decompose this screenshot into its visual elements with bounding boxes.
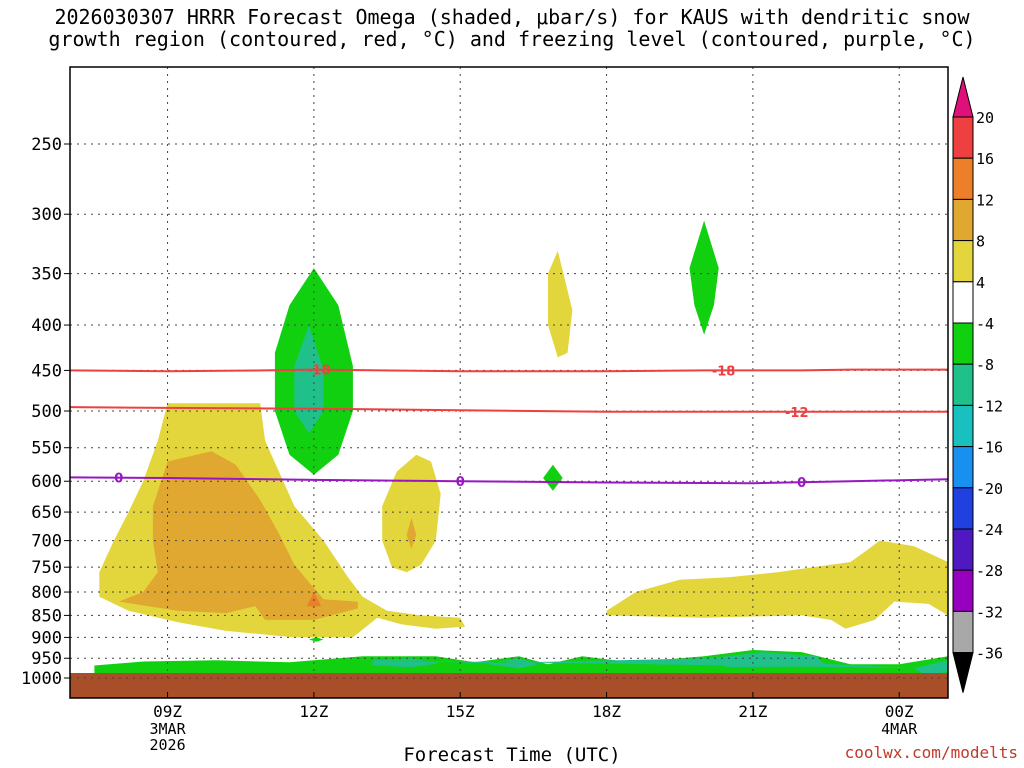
contour-freezing-level [70, 476, 948, 485]
contour-label-freezing-level-1: 0 [456, 475, 465, 490]
colorbar-label-3: 8 [976, 233, 985, 251]
watermark: coolwx.com/modelts [844, 743, 1018, 762]
omega-region-teal-descent-sfc [372, 652, 948, 675]
colorbar-bin-3 [952, 198, 974, 242]
plot-layer: -18 -18 -12 0 0 0 [70, 67, 948, 698]
colorbar-bin-top [952, 76, 974, 118]
x-tick-sublabel-09Z-1: 2026 [149, 736, 185, 754]
omega-region-yellow-cell-14z [382, 454, 441, 573]
colorbar-bin-8 [952, 404, 974, 448]
colorbar-label-8: -16 [976, 439, 1003, 457]
colorbar-label-9: -20 [976, 480, 1003, 498]
colorbar-bin-11 [952, 528, 974, 571]
x-tick-label-09Z: 09Z [153, 702, 182, 721]
y-tick-label-950: 950 [31, 649, 62, 669]
y-tick-label-350: 350 [31, 265, 62, 285]
colorbar-label-12: -32 [976, 603, 1003, 621]
chart-title: 2026030307 HRRR Forecast Omega (shaded, … [0, 6, 1024, 50]
omega-region-green-spot-12z-low [309, 637, 324, 642]
colorbar-bin-6 [952, 322, 974, 365]
contour-dgz-minus12 [70, 406, 948, 413]
colorbar-bin-13 [952, 610, 974, 654]
colorbar-label-13: -36 [976, 645, 1003, 663]
y-tick-label-300: 300 [31, 205, 62, 225]
chart-title-line2: growth region (contoured, red, °C) and f… [48, 27, 976, 51]
ground-surface [70, 673, 948, 698]
colorbar-bin-2 [952, 157, 974, 200]
y-tick-label-800: 800 [31, 583, 62, 603]
colorbar-label-1: 16 [976, 150, 994, 168]
colorbar-bin-1 [952, 116, 974, 159]
x-tick-label-21Z: 21Z [738, 702, 767, 721]
colorbar-label-7: -12 [976, 397, 1003, 415]
colorbar-bin-10 [952, 487, 974, 530]
omega-region-orange-ascent-core [118, 451, 358, 620]
y-tick-label-550: 550 [31, 439, 62, 459]
omega-region-green-cell-17z-mid [543, 464, 563, 491]
omega-region-teal-descent-12z [294, 325, 324, 434]
colorbar-label-6: -8 [976, 356, 994, 374]
y-tick-label-1000: 1000 [21, 669, 62, 689]
contour-label-dgz-minus18-0: -18 [307, 364, 331, 379]
y-tick-label-250: 250 [31, 135, 62, 155]
contour-label-freezing-level-2: 0 [797, 476, 806, 491]
colorbar-bin-bottom [952, 652, 974, 693]
x-tick-label-00Z: 00Z [885, 702, 914, 721]
colorbar-label-5: -4 [976, 315, 994, 333]
x-tick-label-12Z: 12Z [299, 702, 328, 721]
y-tick-label-700: 700 [31, 532, 62, 552]
colorbar-bin-4 [952, 240, 974, 283]
contour-label-dgz-minus18-1: -18 [712, 364, 736, 379]
contour-dgz-minus18 [70, 368, 948, 373]
y-tick-label-400: 400 [31, 316, 62, 336]
x-tick-sublabel-00Z-0: 4MAR [881, 720, 918, 738]
y-tick-label-900: 900 [31, 628, 62, 648]
contour-label-freezing-level-0: 0 [114, 472, 123, 487]
chart-title-line1: 2026030307 HRRR Forecast Omega (shaded, … [54, 5, 970, 29]
y-tick-label-450: 450 [31, 361, 62, 381]
x-tick-sublabel-09Z-0: 3MAR [149, 720, 186, 738]
y-tick-label-850: 850 [31, 606, 62, 626]
colorbar-bin-5 [952, 281, 974, 324]
y-tick-label-650: 650 [31, 503, 62, 523]
y-tick-label-500: 500 [31, 402, 62, 422]
colorbar-label-0: 20 [976, 109, 994, 127]
colorbar-bin-7 [952, 363, 974, 406]
colorbar-label-10: -24 [976, 521, 1003, 539]
x-tick-label-15Z: 15Z [446, 702, 475, 721]
x-axis-label: Forecast Time (UTC) [403, 744, 621, 766]
colorbar-bin-9 [952, 446, 974, 489]
y-tick-label-600: 600 [31, 472, 62, 492]
colorbar-label-4: 4 [976, 274, 985, 292]
contour-label-dgz-minus12-0: -12 [785, 406, 809, 421]
colorbar-bin-12 [952, 569, 974, 612]
x-tick-label-18Z: 18Z [592, 702, 621, 721]
plot-frame [69, 66, 949, 699]
colorbar-label-11: -28 [976, 562, 1003, 580]
omega-region-yellow-cell-17z [548, 250, 573, 358]
colorbar-label-2: 12 [976, 191, 994, 209]
omega-region-green-cell-20z [689, 220, 719, 335]
omega-region-yellow-low-right [606, 540, 948, 629]
y-tick-label-750: 750 [31, 558, 62, 578]
